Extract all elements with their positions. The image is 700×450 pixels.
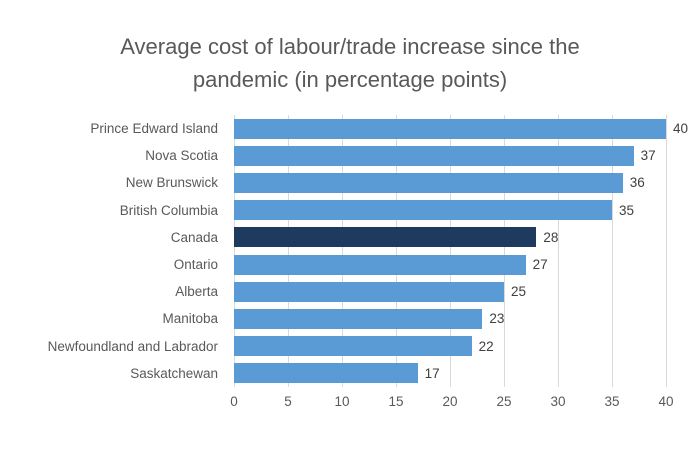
category-label-canada: Canada — [170, 229, 218, 245]
x-tick-label-35: 35 — [604, 394, 620, 409]
gridline — [233, 115, 235, 387]
x-tick-label-25: 25 — [496, 394, 512, 409]
gridline — [557, 115, 559, 387]
value-label-canada: 28 — [543, 229, 559, 245]
value-label-british-columbia: 35 — [619, 202, 635, 218]
bar-new-brunswick — [234, 173, 623, 193]
chart-title: Average cost of labour/trade increase si… — [120, 34, 580, 92]
x-tick-label-5: 5 — [284, 394, 292, 409]
value-label-alberta: 25 — [511, 284, 527, 300]
category-label-ontario: Ontario — [173, 257, 218, 273]
value-label-ontario: 27 — [532, 257, 548, 273]
value-label-nova-scotia: 37 — [640, 148, 656, 164]
category-label-new-brunswick: New Brunswick — [125, 175, 218, 191]
x-tick-label-10: 10 — [334, 394, 350, 409]
category-label-newfoundland-and-labrador: Newfoundland and Labrador — [47, 338, 218, 354]
category-label-nova-scotia: Nova Scotia — [145, 148, 218, 164]
gridline — [449, 115, 451, 387]
gridline — [341, 115, 343, 387]
bar-nova-scotia — [234, 145, 634, 166]
gridline — [395, 115, 397, 387]
bar-canada — [234, 227, 537, 248]
bar-alberta — [234, 281, 504, 302]
x-tick-label-15: 15 — [388, 394, 404, 409]
bar-newfoundland-and-labrador — [234, 336, 472, 357]
value-label-new-brunswick: 36 — [629, 175, 645, 191]
category-label-saskatchewan: Saskatchewan — [130, 365, 218, 381]
value-label-newfoundland-and-labrador: 22 — [478, 338, 494, 354]
category-label-manitoba: Manitoba — [162, 311, 218, 327]
category-label-prince-edward-island: Prince Edward Island — [90, 121, 218, 137]
x-tick-label-30: 30 — [550, 394, 566, 409]
gridline — [665, 115, 667, 387]
value-label-manitoba: 23 — [489, 311, 505, 327]
bar-british-columbia — [234, 200, 612, 221]
gridline — [611, 115, 613, 387]
value-label-saskatchewan: 17 — [424, 365, 440, 381]
category-label-british-columbia: British Columbia — [119, 202, 218, 218]
category-label-alberta: Alberta — [175, 284, 218, 300]
bar-prince-edward-island — [234, 118, 666, 139]
x-tick-label-0: 0 — [230, 394, 238, 409]
bar-manitoba — [234, 309, 483, 329]
value-label-prince-edward-island: 40 — [673, 121, 689, 137]
plot-area: 40 37 36 35 28 27 25 23 22 17 — [233, 115, 688, 387]
gridline — [287, 115, 289, 387]
x-tick-label-40: 40 — [658, 394, 674, 409]
value-axis: 0 5 10 15 20 25 30 35 40 — [0, 394, 700, 414]
category-axis: Prince Edward Island Nova Scotia New Bruns… — [0, 115, 218, 387]
bar-saskatchewan — [234, 363, 418, 384]
x-tick-label-20: 20 — [442, 394, 458, 409]
bar-ontario — [234, 254, 526, 275]
gridline — [503, 115, 505, 387]
